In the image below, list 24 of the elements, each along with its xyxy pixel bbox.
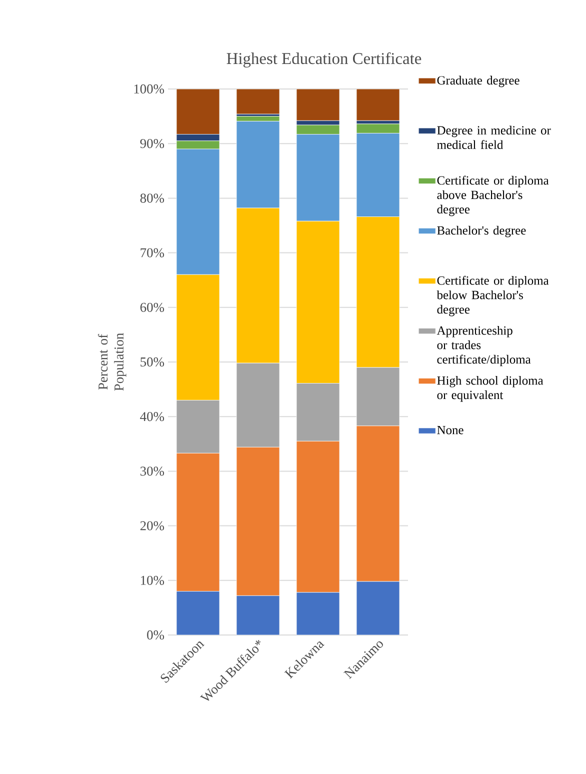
y-tick-label: 30% bbox=[140, 466, 164, 476]
y-tick-label: 70% bbox=[140, 248, 164, 258]
legend-label: Graduate degree bbox=[437, 76, 520, 88]
chart-title: Highest Education Certificate bbox=[226, 52, 422, 68]
y-tick-label: 10% bbox=[141, 576, 164, 585]
bar bbox=[236, 88, 280, 114]
y-tick-label: 20% bbox=[140, 521, 164, 530]
legend-label: Degree in medicine or medical field bbox=[437, 126, 551, 149]
y-tick-label: 50% bbox=[140, 357, 164, 367]
legend-label: Certificate or diploma above Bachelor's degree bbox=[437, 176, 549, 216]
legend-label: High school diploma or equivalent bbox=[437, 376, 544, 402]
y-axis-title: Percent of Population bbox=[98, 333, 126, 391]
bar bbox=[356, 88, 400, 121]
y-tick-label: 100% bbox=[134, 84, 164, 94]
legend-label: Bachelor's degree bbox=[437, 226, 526, 238]
y-tick-label: 0% bbox=[147, 630, 164, 640]
y-tick-label: 80% bbox=[140, 194, 164, 203]
bar bbox=[296, 88, 340, 121]
y-tick-label: 40% bbox=[140, 412, 164, 422]
legend-label: Certificate or diploma below Bachelor's degree bbox=[436, 276, 549, 316]
y-tick-label: 90% bbox=[140, 139, 164, 148]
legend-label: Apprenticeship or trades certificate/diploma bbox=[436, 326, 531, 366]
legend-label: None bbox=[437, 426, 464, 434]
y-tick-label: 60% bbox=[140, 302, 164, 312]
